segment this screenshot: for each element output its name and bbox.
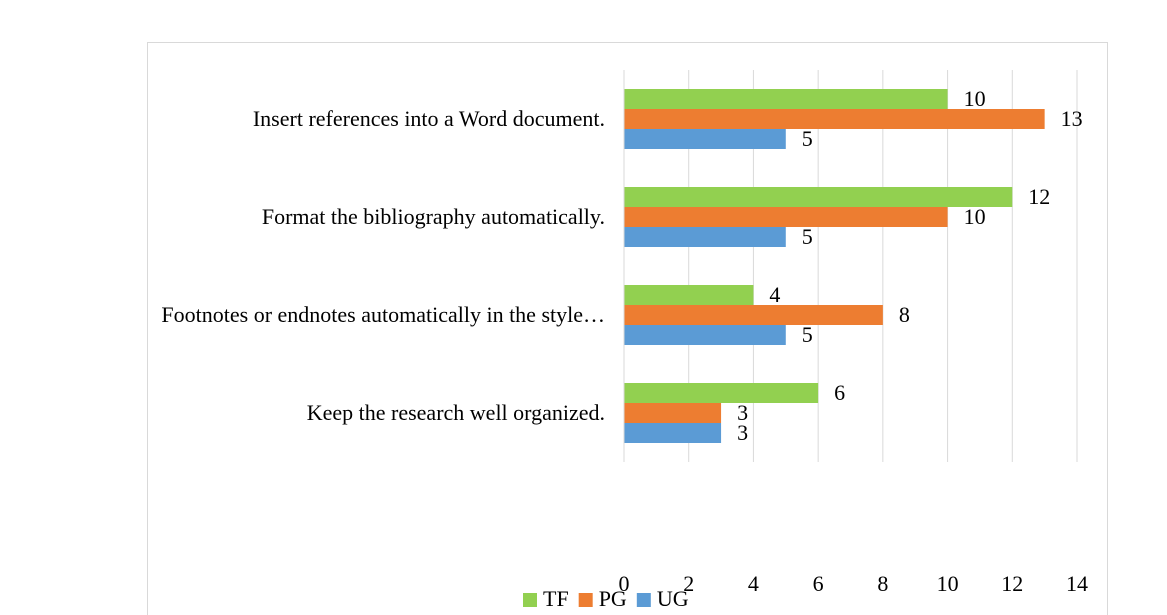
bar xyxy=(624,383,818,403)
x-tick-label: 8 xyxy=(877,571,888,596)
bar xyxy=(624,305,883,325)
bar xyxy=(624,129,786,149)
bar xyxy=(624,285,753,305)
legend-swatch xyxy=(579,593,593,607)
bar xyxy=(624,227,786,247)
value-label: 13 xyxy=(1061,106,1083,131)
bar xyxy=(624,207,948,227)
value-label: 6 xyxy=(834,380,845,405)
value-label: 12 xyxy=(1028,184,1050,209)
page: 024681012141013512105485633TFPGUG (() =>… xyxy=(0,0,1167,615)
bar xyxy=(624,403,721,423)
value-label: 8 xyxy=(899,302,910,327)
legend-label: TF xyxy=(543,586,569,611)
value-label: 5 xyxy=(802,322,813,347)
value-label: 10 xyxy=(964,86,986,111)
bar xyxy=(624,325,786,345)
category-label: Insert references into a Word document. xyxy=(253,105,605,133)
bar xyxy=(624,109,1045,129)
x-tick-label: 14 xyxy=(1066,571,1088,596)
value-label: 10 xyxy=(964,204,986,229)
value-label: 5 xyxy=(802,224,813,249)
legend-swatch xyxy=(637,593,651,607)
x-tick-label: 10 xyxy=(937,571,959,596)
x-tick-label: 6 xyxy=(813,571,824,596)
bar xyxy=(624,89,948,109)
legend-label: UG xyxy=(657,586,689,611)
legend-swatch xyxy=(523,593,537,607)
bar xyxy=(624,423,721,443)
bar xyxy=(624,187,1012,207)
category-label: Format the bibliography automatically. xyxy=(262,203,605,231)
x-tick-label: 4 xyxy=(748,571,759,596)
value-label: 3 xyxy=(737,420,748,445)
category-label: Keep the research well organized. xyxy=(307,399,605,427)
legend-label: PG xyxy=(599,586,627,611)
x-tick-label: 12 xyxy=(1001,571,1023,596)
value-label: 5 xyxy=(802,126,813,151)
category-label: Footnotes or endnotes automatically in t… xyxy=(161,301,605,329)
value-label: 4 xyxy=(769,282,780,307)
